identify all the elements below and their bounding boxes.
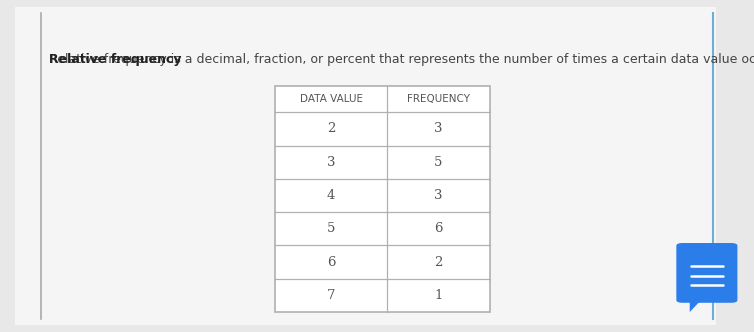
Text: 2: 2 <box>327 123 336 135</box>
Text: Relative frequency is a decimal, fraction, or percent that represents the number: Relative frequency is a decimal, fractio… <box>49 53 754 66</box>
Polygon shape <box>690 300 701 312</box>
Text: 3: 3 <box>326 156 336 169</box>
Text: 5: 5 <box>434 156 443 169</box>
Text: DATA VALUE: DATA VALUE <box>299 94 363 104</box>
Text: FREQUENCY: FREQUENCY <box>407 94 470 104</box>
Text: 4: 4 <box>327 189 336 202</box>
FancyBboxPatch shape <box>676 243 737 303</box>
Bar <box>275 86 490 312</box>
Text: 6: 6 <box>434 222 443 235</box>
Text: 6: 6 <box>326 256 336 269</box>
Text: Relative frequency: Relative frequency <box>49 53 182 66</box>
Text: 3: 3 <box>434 123 443 135</box>
Text: 2: 2 <box>434 256 443 269</box>
Text: 1: 1 <box>434 289 443 302</box>
Text: 5: 5 <box>327 222 336 235</box>
FancyBboxPatch shape <box>15 7 716 325</box>
Text: 7: 7 <box>326 289 336 302</box>
Text: 3: 3 <box>434 189 443 202</box>
